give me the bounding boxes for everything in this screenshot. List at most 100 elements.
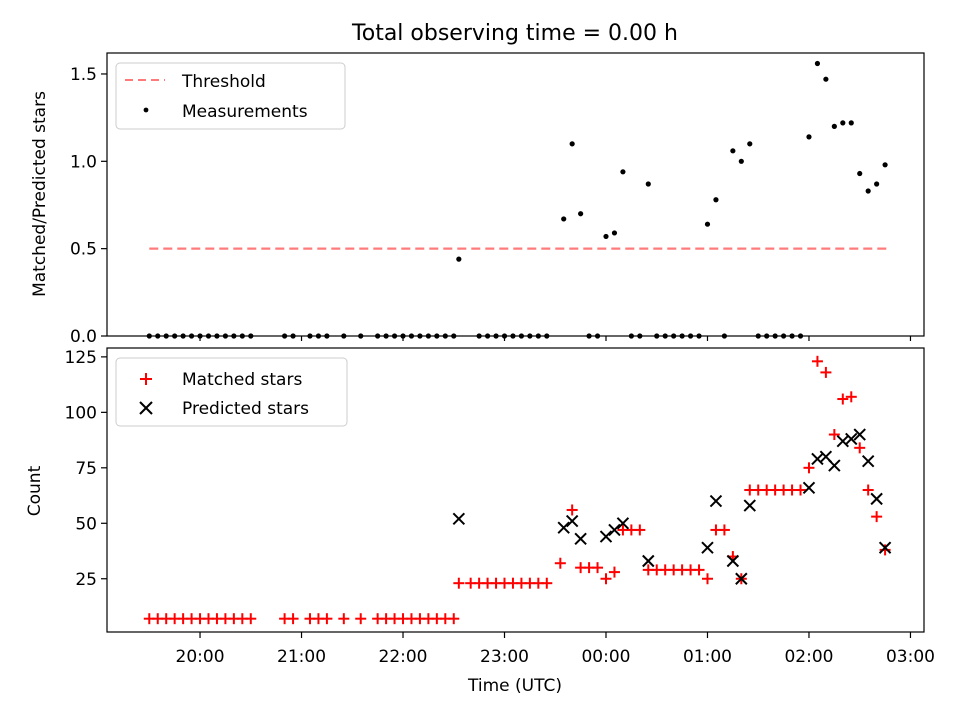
measurement-point (645, 181, 651, 187)
measurement-point (456, 256, 462, 262)
bottom-panel: 25 50 75 100 125 20:00 21:00 22:00 23:00 00:00 01:… (25, 347, 935, 696)
x-tick-label: 01:00 (683, 647, 732, 667)
predicted-star-point (735, 572, 748, 585)
matched-star-point (854, 442, 866, 454)
measurement-point (823, 76, 829, 82)
legend-measurements-label: Measurements (182, 102, 308, 122)
measurement-point (857, 170, 863, 177)
top-plot-frame (106, 52, 925, 337)
measurement-point (874, 181, 880, 187)
matched-star-point (634, 524, 646, 536)
predicted-star-point (701, 541, 714, 554)
legend-predicted-swatch (139, 401, 153, 415)
matched-star-point (845, 391, 857, 403)
top-y-tick-label: 0.5 (70, 240, 97, 260)
measurement-point (814, 60, 821, 67)
matched-star-point (541, 577, 553, 589)
matched-star-point (554, 557, 566, 569)
matched-star-point (701, 573, 713, 585)
measurement-point (865, 188, 871, 194)
predicted-star-point (565, 514, 579, 528)
measurement-point (561, 216, 567, 222)
matched-star-point (879, 544, 891, 556)
legend-predicted-label: Predicted stars (182, 399, 309, 419)
matched-star-point (871, 511, 883, 523)
predicted-star-point (811, 452, 824, 466)
x-axis-label: Time (UTC) (467, 676, 562, 696)
x-tick-label: 20:00 (176, 647, 225, 667)
top-y-tick-label: 1.5 (70, 65, 97, 85)
measurement-point (704, 221, 711, 227)
top-legend: Threshold Measurements (115, 62, 346, 130)
predicted-star-point (853, 428, 866, 441)
x-tick-label: 21:00 (277, 647, 326, 667)
matched-star-point (287, 613, 299, 625)
bottom-y-tick-label: 25 (75, 570, 97, 590)
measurement-point (730, 148, 736, 154)
predicted-star-point (709, 494, 723, 508)
matched-star-point (453, 577, 465, 589)
top-y-tick-label: 1.0 (70, 152, 97, 172)
legend-matched-swatch (140, 373, 152, 385)
matched-star-point (592, 562, 604, 574)
x-tick-label: 03:00 (886, 647, 935, 667)
top-panel: 0.0 0.5 1.0 1.5 Matched/Predicted stars Thr… (30, 52, 925, 347)
matched-star-point (566, 504, 578, 516)
matched-star-point (693, 564, 705, 576)
predicted-star-point (828, 459, 841, 472)
predicted-star-point (861, 454, 875, 468)
predicted-star-point (599, 530, 613, 543)
matched-star-point (828, 429, 840, 441)
x-tick-label: 23:00 (480, 647, 529, 667)
legend-measurements-swatch (143, 107, 149, 113)
measurement-point (806, 134, 812, 140)
bottom-y-tick-label: 75 (75, 459, 97, 479)
matched-star-point (718, 524, 730, 536)
matched-star-point (245, 613, 257, 625)
predicted-star-point (557, 521, 570, 534)
matched-star-point (355, 613, 367, 625)
matched-star-point (600, 573, 612, 585)
matched-star-point (321, 613, 333, 625)
measurement-point (840, 120, 846, 126)
predicted-star-point (845, 432, 858, 446)
measurement-point (620, 169, 626, 175)
matched-star-point (811, 355, 823, 367)
measurement-point (578, 211, 584, 217)
predicted-star-point (608, 523, 621, 537)
predicted-star-point (836, 434, 850, 448)
matched-star-point (608, 566, 620, 578)
legend-threshold-label: Threshold (181, 72, 266, 92)
predicted-star-point (802, 481, 816, 494)
matched-star-point (803, 462, 815, 474)
top-y-tick-label: 0.0 (70, 327, 97, 347)
bottom-plot-frame (106, 347, 925, 633)
predicted-star-point (574, 532, 587, 546)
predicted-star-point (870, 492, 883, 506)
matched-star-point (795, 484, 807, 496)
bottom-y-axis-label: Count (25, 465, 45, 516)
bottom-y-tick-label: 125 (65, 348, 97, 368)
bottom-legend: Matched stars Predicted stars (115, 357, 348, 427)
measurement-point (747, 141, 753, 147)
measurement-point (738, 158, 744, 164)
matched-star-point (837, 393, 849, 405)
top-y-axis-label: Matched/Predicted stars (30, 91, 50, 297)
measurement-point (603, 233, 609, 240)
bottom-y-tick-label: 100 (65, 403, 97, 423)
measurement-point (569, 141, 575, 147)
predicted-star-point (642, 554, 655, 568)
bottom-y-tick-label: 50 (75, 514, 97, 534)
x-tick-label: 22:00 (379, 647, 428, 667)
x-tick-label: 02:00 (784, 647, 833, 667)
matched-star-point (862, 484, 874, 496)
measurement-point (831, 123, 837, 129)
predicted-star-point (452, 512, 466, 526)
predicted-star-point (878, 541, 892, 554)
measurement-point (848, 120, 854, 126)
matched-star-point (338, 613, 350, 625)
predicted-star-point (726, 554, 740, 568)
measurement-point (882, 162, 888, 168)
predicted-star-point (616, 517, 630, 530)
